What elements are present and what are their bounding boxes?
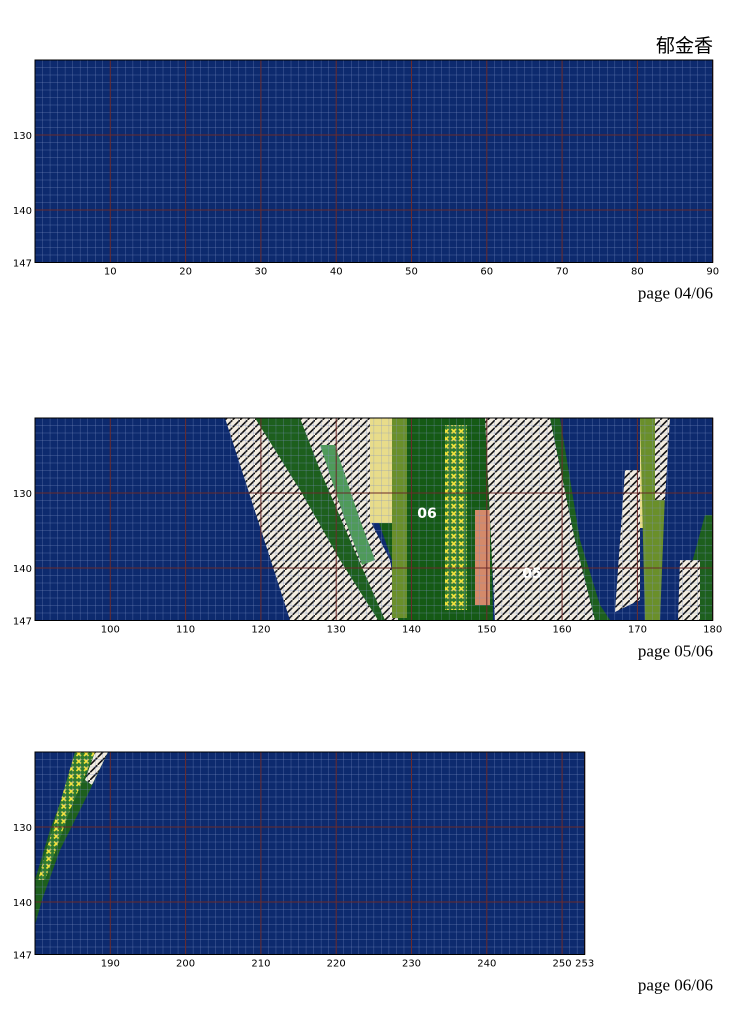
x-tick-label: 60 [480, 267, 493, 278]
x-tick-label: 180 [703, 625, 722, 636]
x-tick-label: 120 [251, 625, 270, 636]
hatch-area [485, 418, 595, 620]
leaf [255, 418, 385, 620]
leaf [550, 418, 610, 620]
y-tick-label: 140 [13, 898, 32, 909]
x-tick-label: 250 [553, 959, 572, 970]
x-tick-label: 240 [477, 959, 496, 970]
y-tick-label: 130 [13, 131, 32, 142]
symbol-label: 06 [417, 506, 436, 522]
x-tick-label: 70 [556, 267, 569, 278]
symbol-label: 05 [522, 566, 541, 582]
x-tick-label: 140 [402, 625, 421, 636]
hatch-area [225, 418, 385, 620]
y-tick-label: 147 [13, 617, 32, 628]
leaf [320, 445, 375, 565]
petal [475, 510, 490, 605]
x-tick-label: 220 [327, 959, 346, 970]
hatch-area [678, 560, 700, 620]
title: 郁金香 [656, 35, 713, 57]
x-tick-label: 230 [402, 959, 421, 970]
x-tick-label: 170 [628, 625, 647, 636]
x-tick-label: 30 [255, 267, 268, 278]
x-tick-label: 20 [179, 267, 192, 278]
y-tick-label: 140 [13, 206, 32, 217]
panel-frame [34, 59, 714, 263]
panel-frame [34, 417, 714, 621]
x-tick-label: 160 [553, 625, 572, 636]
y-tick-label: 130 [13, 823, 32, 834]
hatch-area [615, 470, 640, 612]
x-tick-label: 10 [104, 267, 117, 278]
stitch [445, 425, 467, 610]
y-tick-label: 147 [13, 951, 32, 962]
stitch [38, 752, 95, 880]
x-tick-label: 130 [327, 625, 346, 636]
hatch-area [655, 418, 670, 500]
x-tick-label: 80 [631, 267, 644, 278]
x-tick-label: 200 [176, 959, 195, 970]
page-label: page 06/06 [638, 976, 713, 995]
hatch-area [85, 752, 108, 785]
x-tick-label: 210 [251, 959, 270, 970]
x-tick-label: 110 [176, 625, 195, 636]
x-tick-label: 190 [101, 959, 120, 970]
x-tick-label: 90 [706, 267, 719, 278]
grids: 10 20 30 40 50 60 70 80 90 130 140 147 page 04/06 100… [13, 59, 722, 995]
y-tick-label: 140 [13, 564, 32, 575]
x-tick-label: 100 [101, 625, 120, 636]
page-label: page 04/06 [638, 284, 713, 303]
panel-background [35, 752, 585, 955]
page-label: page 05/06 [638, 642, 713, 661]
panel-frame [34, 751, 586, 955]
y-tick-label: 130 [13, 489, 32, 500]
y-tick-label: 147 [13, 259, 32, 270]
x-tick-label: 253 [575, 959, 594, 970]
stitch-art [35, 418, 713, 925]
x-tick-label: 50 [405, 267, 418, 278]
x-tick-label: 150 [477, 625, 496, 636]
x-tick-label: 40 [330, 267, 343, 278]
